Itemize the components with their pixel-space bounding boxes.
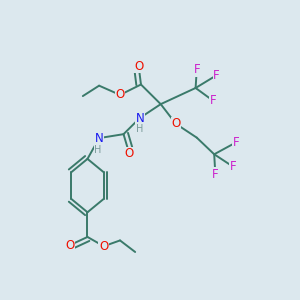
Text: O: O (65, 238, 75, 252)
Text: F: F (194, 63, 200, 76)
Text: F: F (212, 168, 219, 181)
Text: F: F (213, 69, 220, 82)
Text: H: H (94, 145, 102, 155)
Text: O: O (116, 88, 125, 101)
Text: O: O (99, 240, 108, 253)
Text: O: O (134, 59, 143, 73)
Text: F: F (230, 160, 236, 173)
Text: O: O (125, 147, 134, 160)
Text: N: N (135, 112, 144, 124)
Text: N: N (95, 132, 103, 145)
Text: F: F (233, 136, 240, 149)
Text: H: H (136, 124, 143, 134)
Text: O: O (171, 117, 181, 130)
Text: F: F (210, 94, 216, 107)
